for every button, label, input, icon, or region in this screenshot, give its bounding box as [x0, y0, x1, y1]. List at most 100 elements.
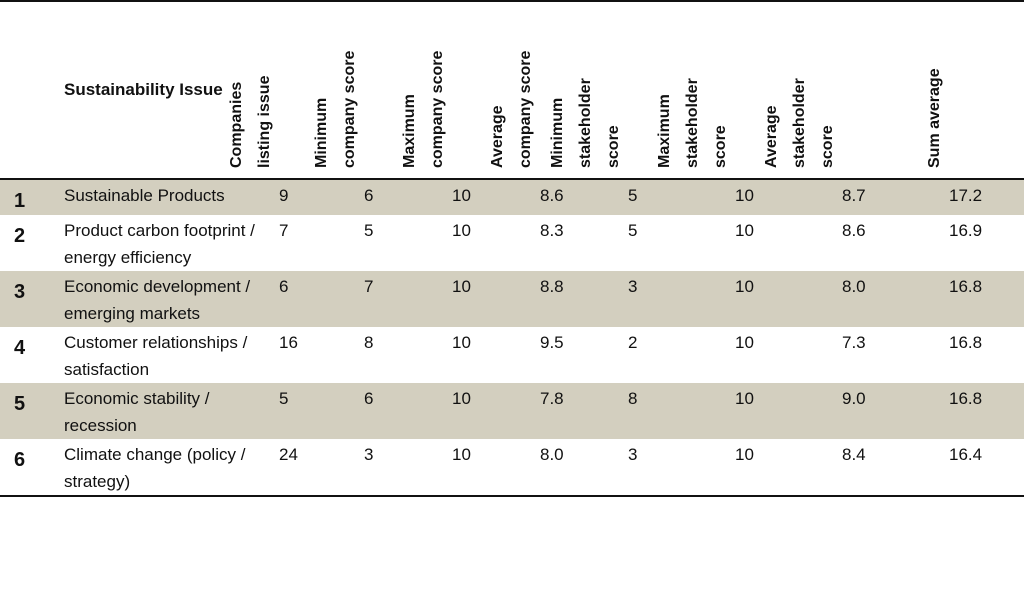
column-header-label: Minimum company score: [308, 0, 364, 168]
table-row: 6 Climate change (policy / strategy) 24 3 10…: [0, 439, 1024, 497]
value-cell: 8.6: [842, 221, 866, 240]
column-header-label: Maximum stakeholder score: [651, 0, 735, 168]
value-cell: 16.8: [949, 333, 983, 352]
column-header-line: stakeholder: [791, 78, 808, 168]
column-header-label: Maximum company score: [396, 0, 452, 168]
column-header-line: Maximum: [401, 94, 418, 168]
value-cell: 24: [273, 439, 358, 497]
value-cell: 16: [279, 333, 298, 352]
value-cell: 8.7: [836, 179, 943, 215]
value-cell: 7.8: [534, 383, 622, 439]
value-cell: 8.0: [836, 271, 943, 327]
value-cell: 16.8: [943, 383, 1024, 439]
value-cell: 8.3: [540, 221, 564, 240]
column-header-line: company score: [517, 50, 534, 168]
table-row: 4 Customer relationships / satisfaction 16…: [0, 327, 1024, 383]
value-cell: 8.4: [836, 439, 943, 497]
rank-cell: 5: [0, 383, 58, 439]
column-header-label: Companies listing issue: [223, 0, 279, 168]
column-header: Minimum company score: [313, 0, 446, 180]
column-header-line: score: [819, 125, 836, 168]
value-cell: 7: [358, 271, 446, 327]
value-cell: 8: [622, 383, 729, 439]
column-header: Minimum stakeholder score: [549, 0, 729, 180]
value-cell: 5: [628, 221, 638, 240]
column-header-line: score: [712, 125, 729, 168]
column-header-line: Minimum: [549, 97, 566, 168]
value-cell: 10: [735, 333, 754, 352]
column-header: Maximum stakeholder score: [656, 0, 836, 180]
value-cell: 10: [446, 439, 534, 497]
issue-cell: Customer relationships / satisfaction: [64, 333, 248, 379]
value-cell: 8.8: [534, 271, 622, 327]
value-cell: 5: [364, 221, 374, 240]
value-cell: 3: [622, 271, 729, 327]
table-body: 1 Sustainable Products 9 6 10 8.6 5 10 8.7 17.2 2 P…: [0, 179, 1024, 497]
issue-cell: Economic stability / recession: [58, 383, 273, 439]
value-cell: 9.0: [836, 383, 943, 439]
rank-cell: 4: [14, 337, 26, 359]
column-header-line: score: [605, 125, 622, 168]
rank-cell: 1: [0, 179, 58, 215]
value-cell: 5: [273, 383, 358, 439]
column-header: Average company score: [489, 0, 622, 180]
column-header-line: Companies: [228, 81, 245, 168]
value-cell: 16.8: [943, 271, 1024, 327]
column-header-line: stakeholder: [684, 78, 701, 168]
value-cell: 10: [735, 221, 754, 240]
column-header-line: Average: [763, 105, 780, 168]
column-header: Sum average: [926, 0, 1024, 180]
table-row: 3 Economic development / emerging markets…: [0, 271, 1024, 327]
issue-cell: Product carbon footprint / energy effici…: [64, 221, 255, 267]
value-cell: 10: [729, 271, 836, 327]
value-cell: 2: [628, 333, 638, 352]
column-header-line: Maximum: [656, 94, 673, 168]
issue-cell: Sustainable Products: [58, 179, 273, 215]
value-cell: 10: [729, 439, 836, 497]
column-header-line: listing issue: [256, 75, 273, 168]
column-header-label: Average company score: [484, 0, 540, 168]
value-cell: 16.9: [949, 221, 983, 240]
value-cell: 10: [452, 221, 471, 240]
column-header-label: Average stakeholder score: [758, 0, 842, 168]
column-header: Companies listing issue: [228, 0, 358, 180]
column-header-line: company score: [429, 50, 446, 168]
column-header: Average stakeholder score: [763, 0, 943, 180]
value-cell: 7: [279, 221, 289, 240]
column-header-line: stakeholder: [577, 78, 594, 168]
value-cell: 10: [729, 179, 836, 215]
column-header-label: Sum average: [921, 0, 949, 168]
value-cell: 17.2: [943, 179, 1024, 215]
value-cell: 9: [273, 179, 358, 215]
rank-cell: 3: [0, 271, 58, 327]
rank-header: [0, 0, 58, 180]
rank-cell: 6: [0, 439, 58, 497]
value-cell: 9.5: [540, 333, 564, 352]
column-header-label: Minimum stakeholder score: [544, 0, 628, 168]
column-header-line: company score: [341, 50, 358, 168]
column-header-line: Minimum: [313, 97, 330, 168]
value-cell: 10: [446, 179, 534, 215]
sustainability-issues-table: Sustainability Issue Companies listing is…: [0, 0, 1024, 497]
value-cell: 6: [358, 383, 446, 439]
value-cell: 7.3: [842, 333, 866, 352]
table-row: 5 Economic stability / recession 5 6 10 7.8 8 1…: [0, 383, 1024, 439]
value-cell: 16.4: [943, 439, 1024, 497]
value-cell: 6: [273, 271, 358, 327]
value-cell: 6: [358, 179, 446, 215]
value-cell: 3: [358, 439, 446, 497]
value-cell: 8.6: [534, 179, 622, 215]
column-header-line: Sum average: [926, 68, 943, 168]
table-row: 1 Sustainable Products 9 6 10 8.6 5 10 8.7 17.2: [0, 179, 1024, 215]
value-cell: 10: [446, 271, 534, 327]
value-cell: 5: [622, 179, 729, 215]
column-header-line: Average: [489, 105, 506, 168]
issue-cell: Climate change (policy / strategy): [58, 439, 273, 497]
column-header: Maximum company score: [401, 0, 534, 180]
value-cell: 3: [622, 439, 729, 497]
rank-cell: 2: [14, 225, 26, 247]
value-cell: 8.0: [534, 439, 622, 497]
issue-cell: Economic development / emerging markets: [58, 271, 273, 327]
value-cell: 10: [729, 383, 836, 439]
